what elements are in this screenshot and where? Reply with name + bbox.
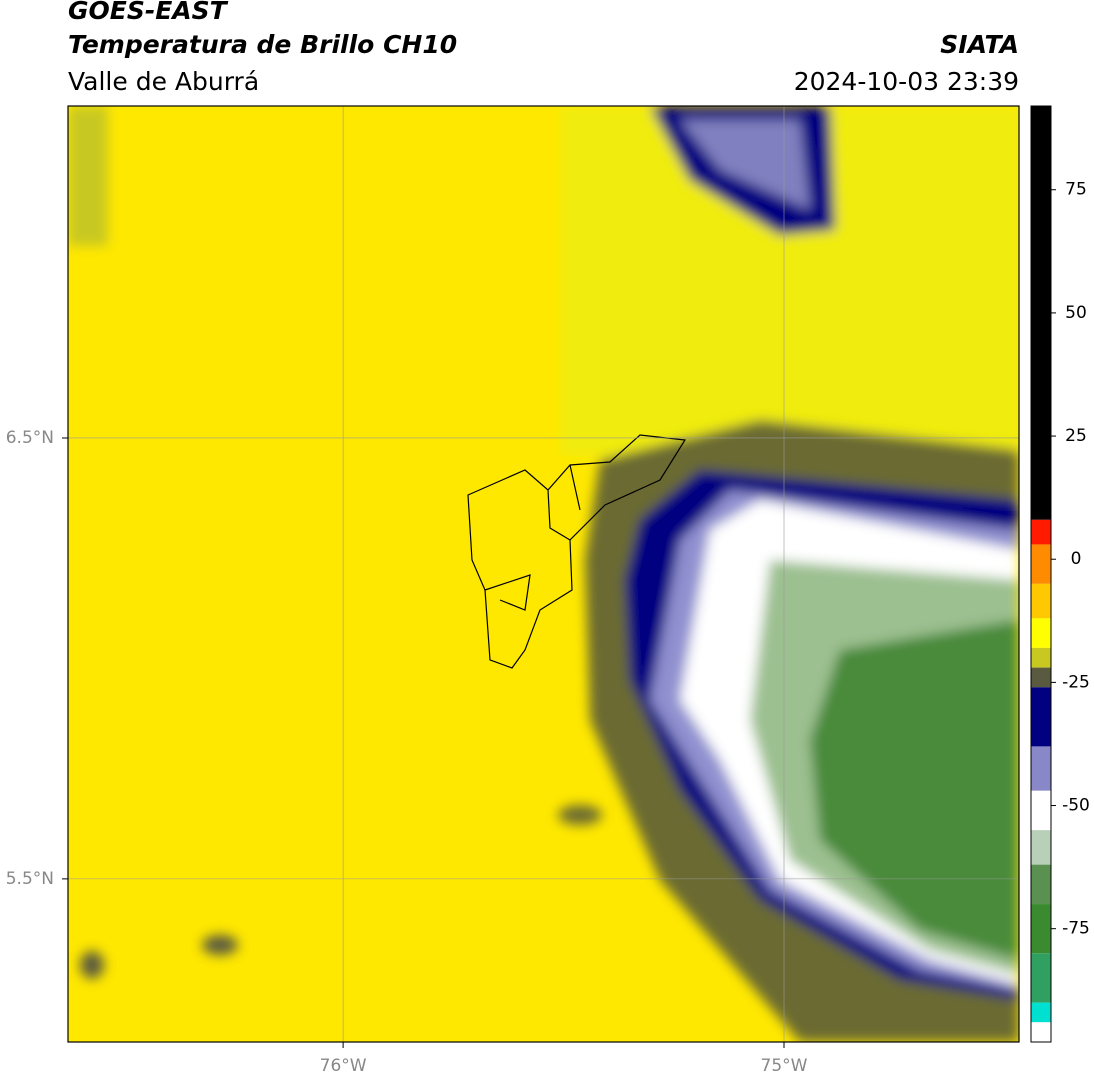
colorbar-segment [1031, 1002, 1051, 1023]
colorbar-segment [1031, 544, 1051, 584]
y-tick-label: 5.5°N [6, 869, 54, 889]
map-frame [67, 105, 1020, 1043]
colorbar-tick-label: 75 [1065, 180, 1087, 200]
timestamp: 2024-10-03 23:39 [794, 67, 1019, 96]
colorbar-segment [1031, 746, 1051, 791]
colorbar-segment [1031, 1022, 1051, 1042]
colorbar-tick-label: 0 [1071, 549, 1082, 569]
colorbar-segment [1031, 667, 1051, 688]
colorbar-segment [1031, 618, 1051, 648]
colorbar-tick-label: -50 [1062, 796, 1090, 816]
colorbar-segment [1031, 904, 1051, 954]
colorbar-segment [1031, 953, 1051, 1003]
colorbar-tick-label: -25 [1062, 672, 1090, 692]
colorbar-segment [1031, 583, 1051, 619]
colorbar-segment [1031, 687, 1051, 747]
region: Valle de Aburrá [68, 67, 259, 96]
colorbar-tick-label: -75 [1062, 919, 1090, 939]
map [68, 106, 1019, 1042]
colorbar-segment [1031, 519, 1051, 545]
x-tick-label: 75°W [761, 1056, 808, 1076]
y-tick-label: 6.5°N [6, 428, 54, 448]
colorbar-segment [1031, 864, 1051, 905]
colorbar-tick-label: 50 [1065, 303, 1087, 323]
title: GOES-EAST [68, 0, 229, 25]
colorbar-segment [1031, 830, 1051, 865]
source: SIATA [940, 30, 1019, 59]
colorbar-tick-label: 25 [1065, 426, 1087, 446]
colorbar-segment [1031, 647, 1051, 668]
cloud-field [68, 106, 1019, 1042]
subtitle: Temperatura de Brillo CH10 [68, 30, 457, 59]
x-tick-label: 76°W [320, 1056, 367, 1076]
colorbar-segment [1031, 790, 1051, 831]
colorbar-segment [1031, 106, 1051, 520]
municipal-boundaries [467, 434, 687, 669]
colorbar-frame [1030, 105, 1052, 1043]
